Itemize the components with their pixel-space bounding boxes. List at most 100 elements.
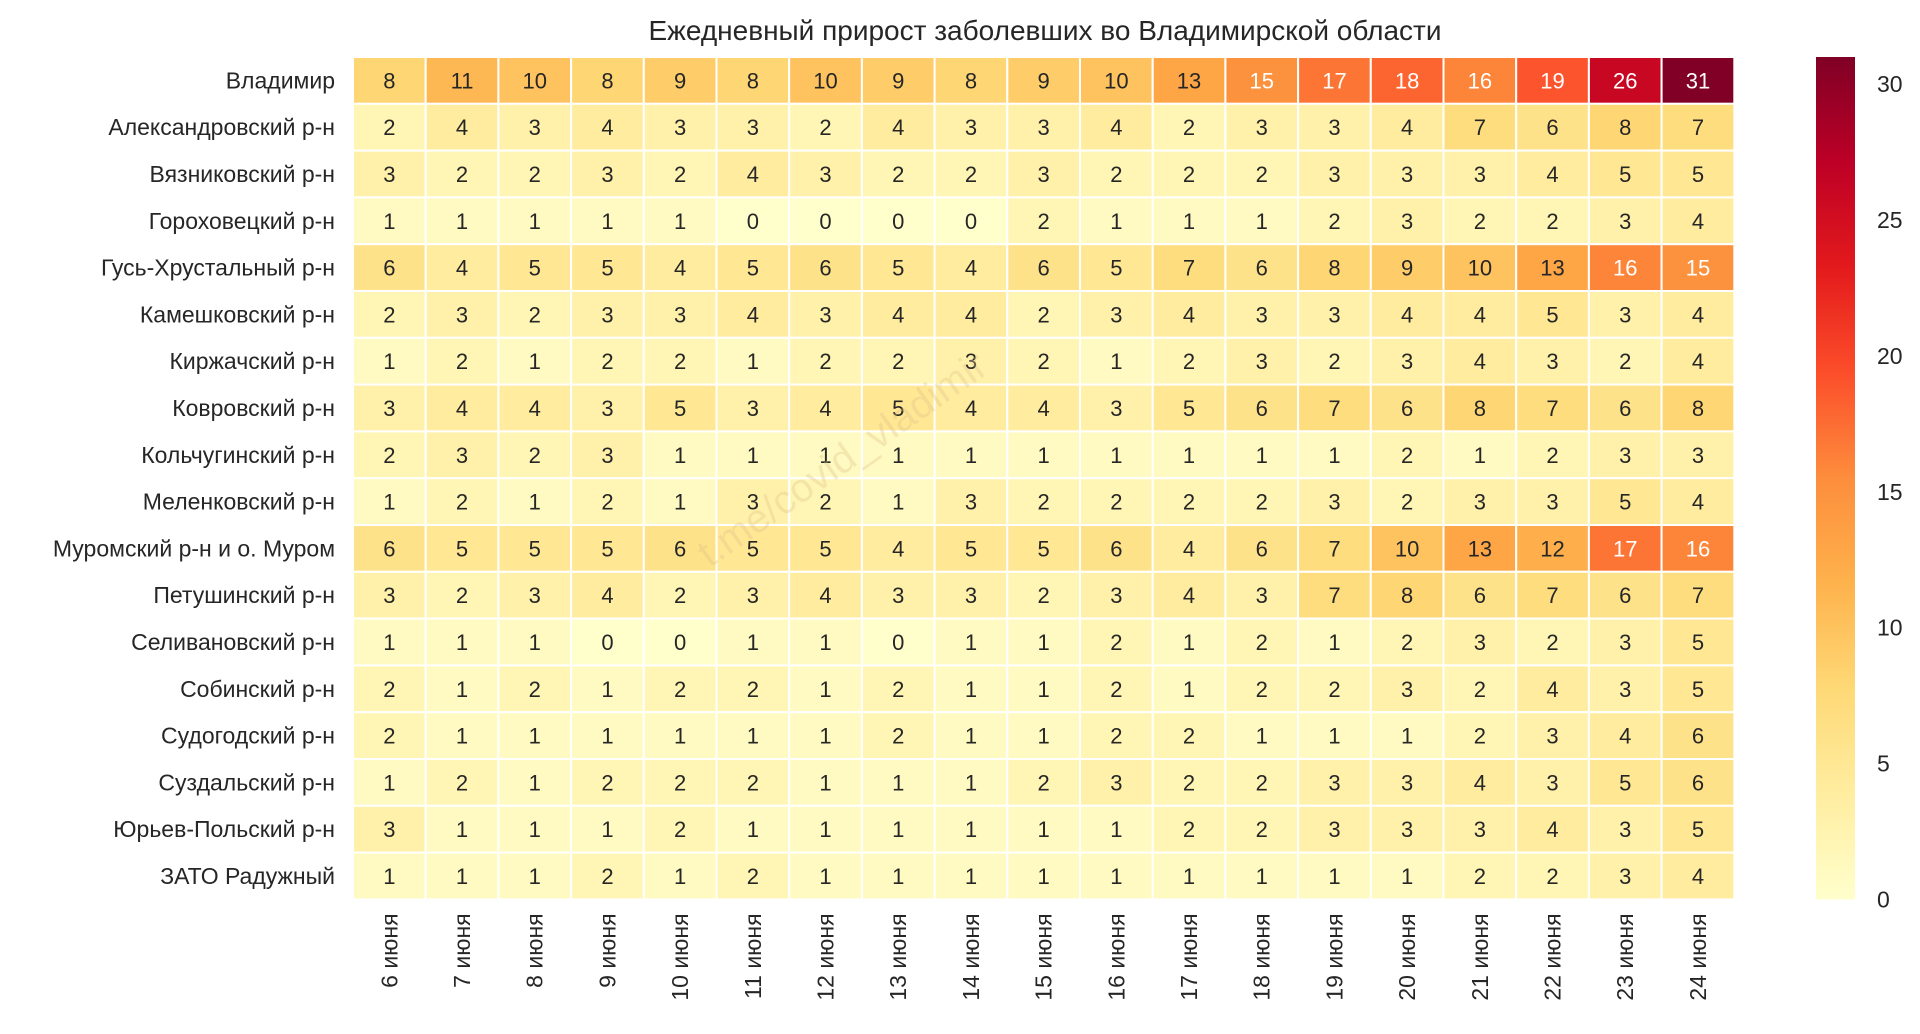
heatmap-cell [715,243,791,292]
cell-value-label: 8 [1328,256,1340,281]
cell-value-label: 2 [819,115,831,140]
cell-value-label: 2 [529,443,541,468]
heatmap-cell [1587,430,1663,480]
cell-value-label: 2 [892,162,904,187]
heatmap-cell [1660,477,1736,527]
cell-value-label: 12 [1540,536,1564,561]
row-label: Ковровский р-н [172,395,335,421]
cell-value-label: 1 [819,817,831,842]
cell-value-label: 4 [1474,302,1486,327]
cell-value-label: 4 [1692,349,1704,374]
cell-value-label: 3 [1401,162,1413,187]
heatmap-cell [860,102,936,152]
cell-value-label: 8 [965,68,977,93]
cell-value-label: 3 [1546,490,1558,515]
column-label: 14 июня [958,913,984,1000]
cell-value-label: 5 [1546,302,1558,327]
heatmap-cell [860,56,936,105]
heatmap-cell [352,617,427,667]
cell-value-label: 2 [747,864,759,889]
cell-value-label: 3 [1256,349,1268,374]
cell-value-label: 1 [747,349,759,374]
heatmap-cell [497,383,573,433]
heatmap-cell [1515,524,1590,573]
heatmap-cell [1369,570,1445,620]
cell-value-label: 17 [1322,68,1346,93]
cell-value-label: 7 [1546,396,1558,421]
cell-value-label: 1 [383,770,395,795]
heatmap-cell [1151,56,1227,105]
cell-value-label: 3 [1619,209,1631,234]
heatmap-cell [933,570,1009,620]
cell-value-label: 6 [819,256,831,281]
heatmap-cell [860,851,936,901]
cell-value-label: 2 [965,162,977,187]
cell-value-label: 6 [383,256,395,281]
cell-value-label: 1 [529,209,541,234]
heatmap-cell [1660,243,1736,292]
cell-value-label: 3 [383,583,395,608]
cell-value-label: 4 [1546,677,1558,702]
heatmap-cell [1442,524,1518,573]
heatmap-cell [424,243,500,292]
cell-value-label: 2 [383,443,395,468]
cell-value-label: 2 [1183,724,1195,749]
cell-value-label: 2 [1619,349,1631,374]
cell-value-label: 1 [747,630,759,655]
heatmap-cell [1006,56,1081,105]
cell-value-label: 3 [747,490,759,515]
cell-value-label: 3 [1401,770,1413,795]
heatmap-cell [570,149,645,199]
heatmap-cell [1006,617,1081,667]
cell-value-label: 5 [1038,536,1050,561]
heatmap-cell [1660,570,1736,620]
heatmap-cell [642,243,718,292]
cell-value-label: 3 [601,302,613,327]
cell-value-label: 1 [383,209,395,234]
cell-value-label: 5 [601,536,613,561]
heatmap-cell [1224,851,1300,901]
heatmap-cell [1369,664,1445,714]
heatmap-cell [424,477,500,527]
cell-value-label: 4 [1546,162,1558,187]
cell-value-label: 4 [1692,209,1704,234]
cell-value-label: 3 [1401,349,1413,374]
heatmap-cell [1369,149,1445,199]
heatmap-cell [1442,56,1518,105]
heatmap-cell [497,617,573,667]
cell-value-label: 7 [1692,115,1704,140]
cell-value-label: 2 [1401,443,1413,468]
cell-value-label: 13 [1540,256,1564,281]
cell-value-label: 2 [1401,490,1413,515]
cell-value-label: 1 [1256,443,1268,468]
heatmap-cell [1660,383,1736,433]
heatmap-cell [1151,196,1227,246]
heatmap-cell [933,336,1009,386]
cell-value-label: 7 [1546,583,1558,608]
cell-value-label: 2 [1328,349,1340,374]
cell-value-label: 10 [813,68,837,93]
heatmap-cell [788,711,863,761]
cell-value-label: 2 [1256,677,1268,702]
cell-value-label: 2 [1038,209,1050,234]
cell-value-label: 1 [1038,443,1050,468]
cell-value-label: 5 [1692,817,1704,842]
cell-value-label: 3 [601,396,613,421]
chart-title: Ежедневный прирост заболевших во Владими… [648,15,1441,46]
column-label: 11 июня [740,913,766,999]
cell-value-label: 2 [1256,162,1268,187]
cell-value-label: 16 [1613,256,1637,281]
cell-value-label: 10 [1468,256,1492,281]
colorbar-gradient [1816,57,1855,900]
cell-value-label: 6 [1546,115,1558,140]
heatmap-cell [1369,617,1445,667]
column-label: 21 июня [1467,913,1493,1000]
cell-value-label: 16 [1686,536,1710,561]
cell-value-label: 17 [1613,536,1637,561]
cell-value-label: 2 [892,677,904,702]
heatmap-cell [352,56,427,105]
cell-value-label: 2 [747,677,759,702]
cell-value-label: 6 [1619,583,1631,608]
colorbar-tick-label: 15 [1877,479,1903,505]
